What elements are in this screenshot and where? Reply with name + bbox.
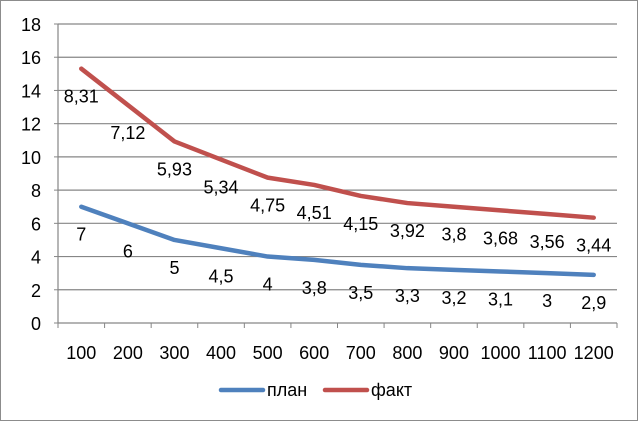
- data-label: 3,2: [441, 288, 466, 308]
- legend-label: факт: [371, 380, 412, 400]
- data-label: 5,34: [204, 178, 239, 198]
- data-label: 4,51: [297, 203, 332, 223]
- x-tick-label: 500: [253, 343, 283, 363]
- x-tick-label: 1000: [481, 343, 521, 363]
- data-label: 4,15: [343, 214, 378, 234]
- data-label: 3,8: [302, 278, 327, 298]
- series-line-plan: [79, 204, 596, 278]
- y-tick-label: 18: [21, 15, 41, 35]
- data-label: 8,31: [64, 87, 99, 107]
- data-label: 5: [169, 258, 179, 278]
- data-label: 3,68: [483, 228, 518, 248]
- data-label: 4: [263, 275, 273, 295]
- y-tick-label: 2: [31, 281, 41, 301]
- data-label: 4,75: [250, 196, 285, 216]
- data-label: 3,3: [395, 286, 420, 306]
- data-label: 3: [542, 291, 552, 311]
- data-label: 6: [123, 241, 133, 261]
- y-tick-label: 14: [21, 81, 41, 101]
- x-tick-label: 700: [346, 343, 376, 363]
- x-tick-label: 800: [392, 343, 422, 363]
- y-tick-label: 10: [21, 148, 41, 168]
- data-label: 7,12: [110, 123, 145, 143]
- data-label: 3,92: [390, 221, 425, 241]
- data-label: 2,9: [581, 293, 606, 313]
- series-line-fact: [79, 66, 596, 220]
- x-tick-label: 100: [66, 343, 96, 363]
- x-tick-label: 900: [439, 343, 469, 363]
- data-label: 3,56: [530, 232, 565, 252]
- data-label: 7: [76, 225, 86, 245]
- x-tick-label: 400: [206, 343, 236, 363]
- y-tick-label: 12: [21, 115, 41, 135]
- x-tick-label: 1100: [528, 343, 567, 363]
- data-label: 3,44: [576, 236, 611, 256]
- data-label: 3,5: [348, 283, 373, 303]
- data-label: 4,5: [209, 266, 234, 286]
- x-tick-label: 600: [299, 343, 329, 363]
- y-tick-label: 8: [31, 181, 41, 201]
- data-label: 3,1: [488, 290, 513, 310]
- data-label: 5,93: [157, 159, 192, 179]
- y-tick-label: 4: [31, 248, 41, 268]
- y-tick-label: 6: [31, 214, 41, 234]
- legend-label: план: [267, 380, 307, 400]
- y-tick-label: 0: [31, 314, 41, 334]
- x-tick-label: 200: [113, 343, 143, 363]
- x-tick-label: 1200: [574, 343, 614, 363]
- data-label: 3,8: [441, 225, 466, 245]
- y-tick-label: 16: [21, 48, 41, 68]
- x-tick-label: 300: [159, 343, 189, 363]
